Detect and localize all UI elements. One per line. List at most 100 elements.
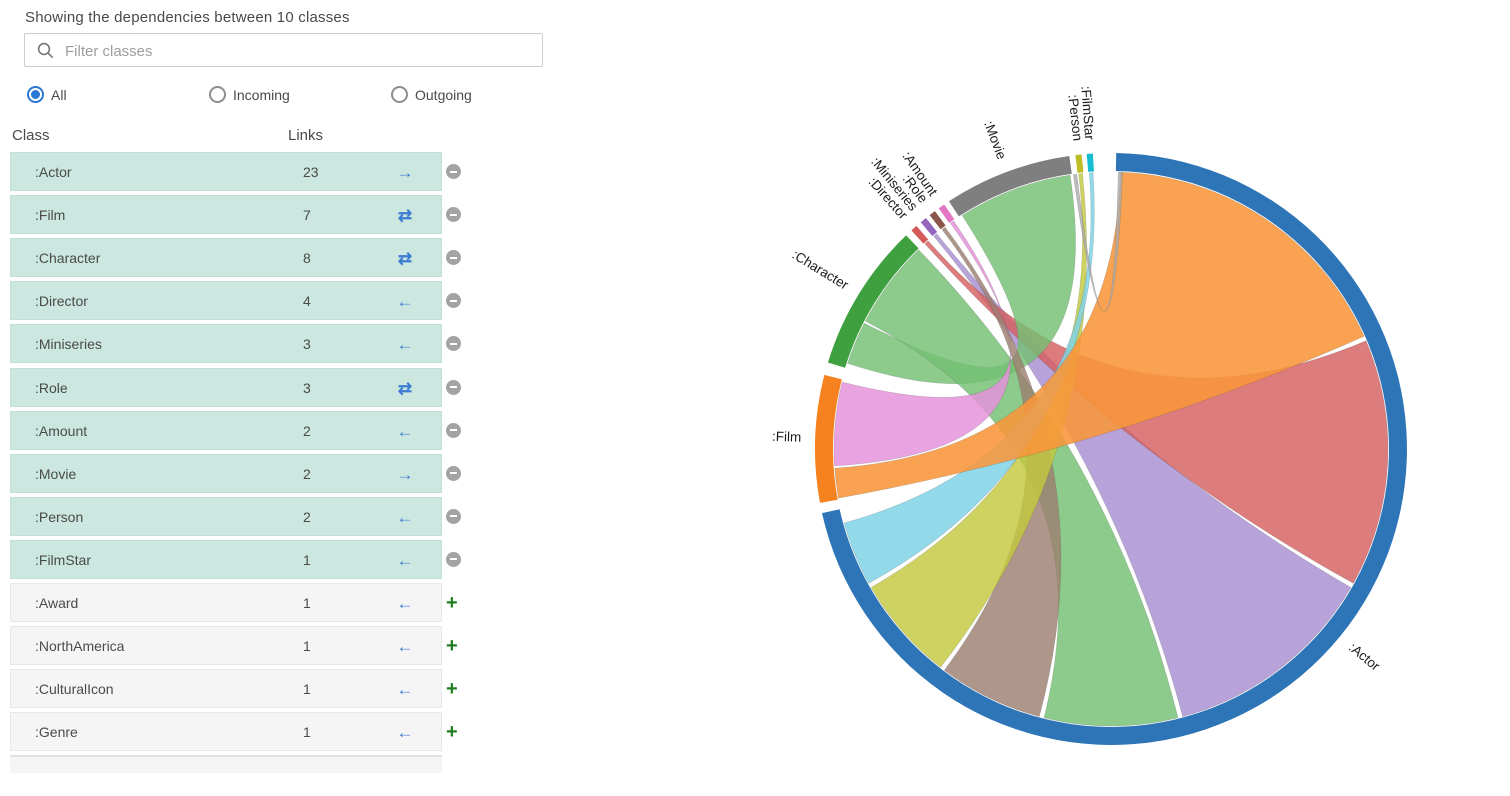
links-count: 1 [303, 724, 311, 741]
table-row-partial[interactable] [10, 755, 442, 773]
direction-in-arrow-icon: ← [396, 723, 414, 743]
chord-arc-filmstar[interactable] [1086, 153, 1094, 172]
add-class-button[interactable]: + [446, 678, 458, 701]
plus-icon[interactable]: + [446, 678, 462, 701]
table-row-character[interactable]: :Character 8 ⇄ [10, 238, 442, 278]
minus-circle-icon[interactable] [446, 293, 462, 309]
chord-arc-film[interactable] [815, 374, 842, 503]
class-name: :Director [35, 293, 88, 310]
table-row-movie[interactable]: :Movie 2 → [10, 453, 442, 493]
minus-circle-icon[interactable] [446, 164, 462, 180]
table-row-culturalicon[interactable]: :CulturalIcon 1 ← [10, 669, 442, 709]
radio-label: Incoming [233, 86, 290, 103]
class-column-header: Class [12, 127, 50, 144]
remove-class-button[interactable] [446, 508, 461, 524]
chord-arc-director[interactable] [911, 225, 929, 244]
radio-outgoing[interactable]: Outgoing [391, 86, 472, 103]
class-name: :Character [35, 250, 101, 267]
table-row-northamerica[interactable]: :NorthAmerica 1 ← [10, 626, 442, 666]
table-row-genre[interactable]: :Genre 1 ← [10, 712, 442, 752]
direction-in-arrow-icon: ← [396, 637, 414, 657]
radio-icon[interactable] [27, 86, 44, 103]
remove-class-button[interactable] [446, 422, 461, 438]
minus-circle-icon[interactable] [446, 379, 462, 396]
table-row-director[interactable]: :Director 4 ← [10, 281, 442, 321]
class-name: :Amount [35, 422, 88, 439]
direction-in-arrow-icon: ← [396, 507, 414, 527]
remove-class-button[interactable] [446, 250, 461, 266]
direction-out-arrow-icon: → [396, 163, 414, 182]
remove-class-button[interactable] [446, 207, 461, 223]
chord-arc-character[interactable] [827, 235, 919, 368]
direction-both-arrow-icon: ⇄ [397, 249, 413, 269]
chord-arc-miniseries[interactable] [920, 218, 938, 236]
search-icon [37, 42, 54, 59]
remove-class-button[interactable] [446, 465, 461, 481]
class-name: :Movie [35, 465, 77, 482]
remove-class-button[interactable] [446, 379, 461, 395]
chord-arc-movie[interactable] [948, 156, 1072, 217]
minus-circle-icon[interactable] [446, 422, 462, 439]
chord-label-filmstar: :FilmStar [1078, 85, 1097, 140]
table-row-amount[interactable]: :Amount 2 ← [10, 410, 442, 450]
links-count: 3 [303, 379, 311, 396]
direction-filter: All Incoming Outgoing [0, 86, 560, 104]
chord-arc-amount[interactable] [938, 204, 955, 224]
links-count: 1 [303, 551, 311, 568]
plus-icon[interactable]: + [446, 592, 462, 614]
table-row-film[interactable]: :Film 7 ⇄ [10, 195, 442, 235]
chord-label-character: :Character [790, 247, 852, 293]
table-row-person[interactable]: :Person 2 ← [10, 496, 442, 536]
direction-in-arrow-icon: ← [396, 292, 414, 312]
links-count: 4 [303, 293, 311, 310]
add-class-button[interactable]: + [446, 592, 458, 614]
minus-circle-icon[interactable] [446, 250, 462, 266]
radio-icon[interactable] [209, 86, 226, 103]
direction-both-arrow-icon: ⇄ [397, 378, 413, 398]
direction-in-arrow-icon: ← [396, 680, 414, 700]
table-row-miniseries[interactable]: :Miniseries 3 ← [10, 324, 442, 364]
remove-class-button[interactable] [446, 336, 461, 352]
chord-arc-role[interactable] [929, 211, 946, 230]
filter-input[interactable] [63, 34, 537, 68]
table-row-actor[interactable]: :Actor 23 → [10, 152, 442, 191]
radio-label: Outgoing [415, 86, 472, 103]
remove-class-button[interactable] [446, 293, 461, 309]
class-name: :FilmStar [35, 551, 91, 568]
links-count: 1 [303, 638, 311, 655]
links-count: 2 [303, 508, 311, 525]
direction-in-arrow-icon: ← [396, 594, 414, 613]
minus-circle-icon[interactable] [446, 207, 462, 223]
chord-ribbon-actor-role[interactable] [941, 226, 1062, 717]
plus-icon[interactable]: + [446, 721, 462, 744]
chord-ribbon-film-amount[interactable] [833, 220, 1012, 467]
table-row-role[interactable]: :Role 3 ⇄ [10, 367, 442, 407]
chord-arc-person[interactable] [1075, 154, 1084, 174]
direction-both-arrow-icon: ⇄ [397, 206, 413, 226]
class-name: :Actor [35, 164, 72, 180]
radio-incoming[interactable]: Incoming [209, 86, 290, 103]
chord-ribbon-movie-actor[interactable] [1073, 171, 1123, 312]
table-row-award[interactable]: :Award 1 ← [10, 583, 442, 622]
chord-label-film: :Film [772, 429, 802, 445]
radio-icon[interactable] [391, 86, 408, 103]
chord-ribbon-actor-character[interactable] [864, 249, 1179, 727]
remove-class-button[interactable] [446, 551, 461, 567]
radio-all[interactable]: All [27, 86, 67, 103]
remove-class-button[interactable] [446, 164, 461, 179]
class-name: :Genre [35, 724, 78, 741]
minus-circle-icon[interactable] [446, 465, 462, 482]
add-class-button[interactable]: + [446, 721, 458, 744]
plus-icon[interactable]: + [446, 635, 462, 658]
links-count: 23 [303, 164, 319, 180]
class-name: :Person [35, 508, 84, 525]
minus-circle-icon[interactable] [446, 551, 462, 568]
class-name: :CulturalIcon [35, 681, 114, 698]
chord-ribbon-actor-film[interactable] [834, 171, 1365, 499]
minus-circle-icon[interactable] [446, 508, 462, 525]
direction-in-arrow-icon: ← [396, 421, 414, 441]
add-class-button[interactable]: + [446, 635, 458, 658]
minus-circle-icon[interactable] [446, 336, 462, 352]
links-count: 8 [303, 250, 311, 267]
table-row-filmstar[interactable]: :FilmStar 1 ← [10, 539, 442, 579]
